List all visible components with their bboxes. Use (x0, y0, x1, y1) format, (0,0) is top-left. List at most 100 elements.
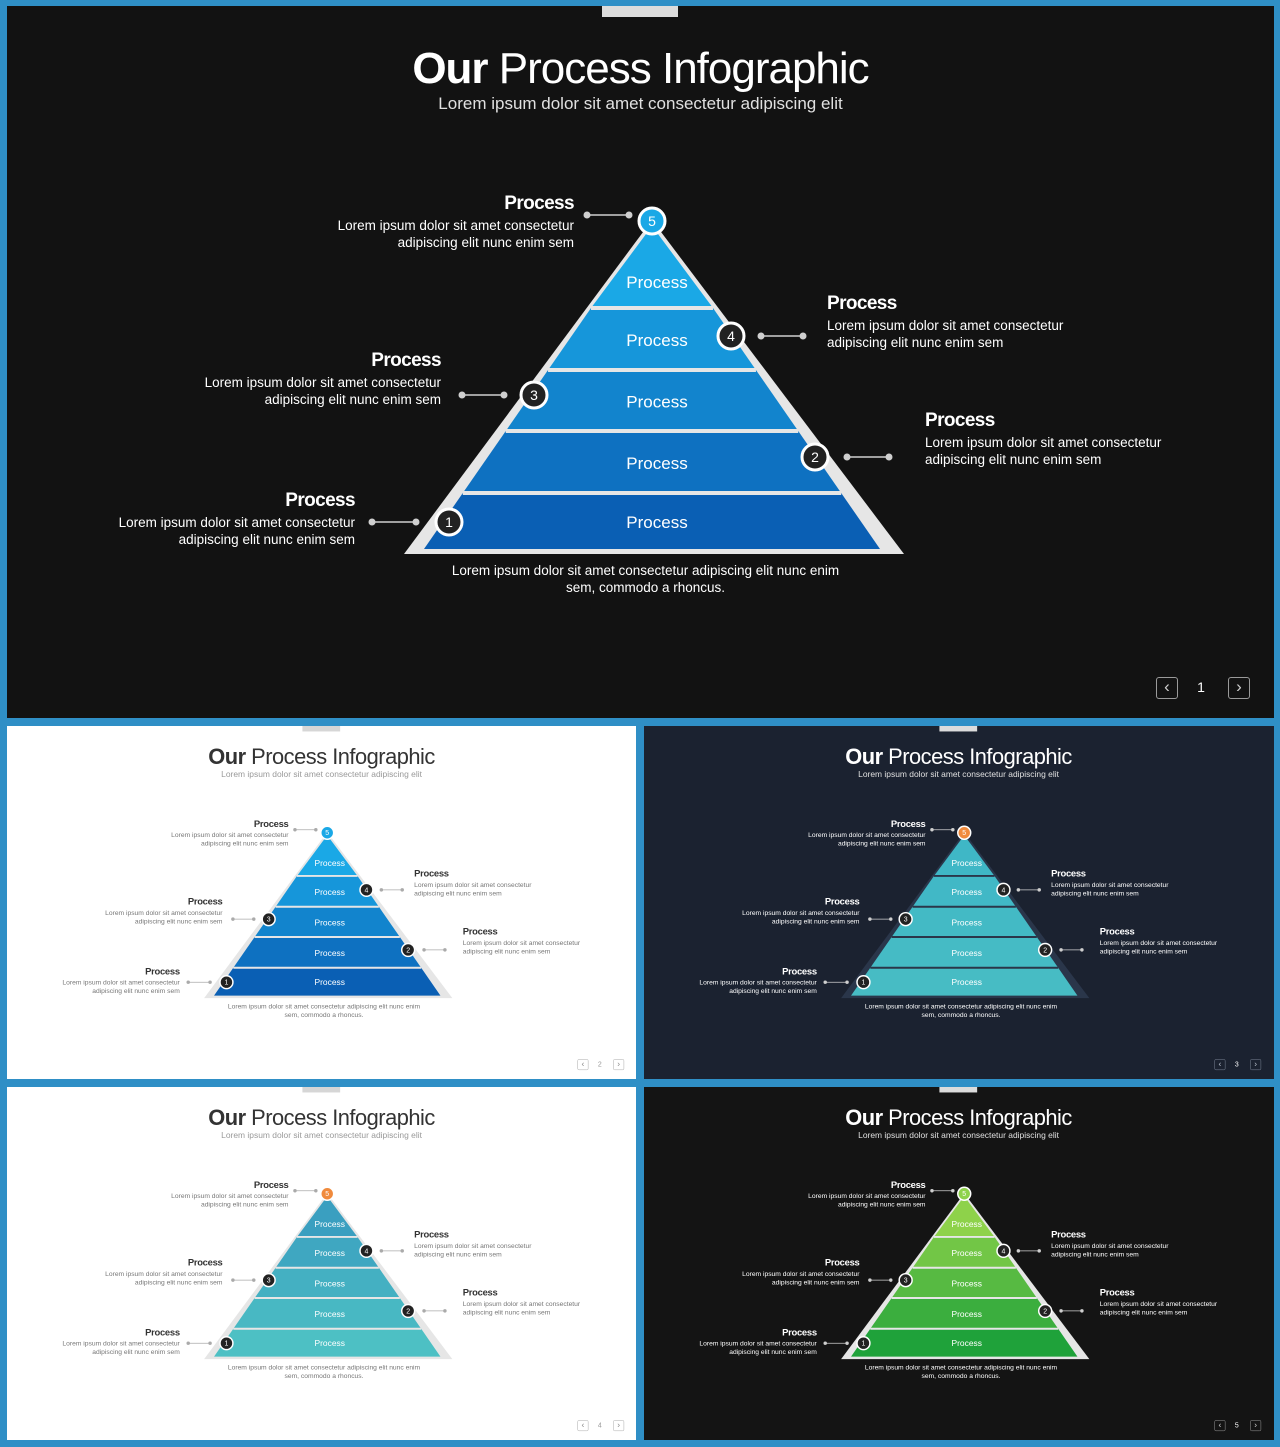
title-rest: Process Infographic (251, 744, 435, 770)
step-description: Lorem ipsum dolor sit amet consectetur ad… (140, 831, 288, 848)
step-desc-line2: adipiscing elit nunc enim sem (264, 392, 441, 407)
step-number: 1 (225, 980, 229, 987)
pyramid-layer-3 (505, 370, 799, 431)
connector-dot (1080, 948, 1084, 952)
connector-dot (443, 1309, 447, 1313)
connector-dot (500, 391, 508, 399)
step-heading: Process (285, 490, 355, 511)
connector-dot (889, 1278, 893, 1282)
step-heading: Process (414, 1229, 449, 1240)
step-marker-3 (898, 1272, 913, 1288)
prev-slide-button[interactable]: ‹ (577, 1420, 589, 1432)
step-label-3: Process Lorem ipsum dolor sit amet consec… (711, 1258, 860, 1287)
pyramid-layer-label: Process (314, 1309, 344, 1319)
step-heading: Process (462, 1287, 498, 1299)
step-marker-3 (519, 380, 549, 410)
pyramid-layer-label: Process (314, 1219, 344, 1229)
pyramid-layer-label: Process (951, 1248, 981, 1258)
connector-dot (1016, 1249, 1021, 1253)
pyramid-layer-4 (548, 308, 756, 370)
step-desc-line2: adipiscing elit nunc enim sem (92, 1348, 180, 1356)
pyramid-layer-1 (851, 967, 1078, 996)
step-desc-line1: Lorem ipsum dolor sit amet consectetur (337, 218, 574, 233)
caption-line1: Lorem ipsum dolor sit amet consectetur a… (227, 1002, 421, 1010)
step-desc-line2: adipiscing elit nunc enim sem (200, 1200, 289, 1209)
step-description: Lorem ipsum dolor sit amet consectetur ad… (274, 217, 574, 251)
step-description: Lorem ipsum dolor sit amet consectetur ad… (141, 374, 441, 408)
page-title: Our Process Infographic (644, 745, 1273, 770)
pyramid-layer-label: Process (626, 454, 687, 473)
step-marker-2 (1037, 942, 1053, 958)
diagram-caption: Lorem ipsum dolor sit amet consectetur a… (225, 1363, 422, 1380)
connector-dot (1037, 1249, 1041, 1253)
page-subtitle: Lorem ipsum dolor sit amet consectetur a… (221, 1130, 422, 1141)
step-heading: Process (782, 1327, 817, 1338)
page-subtitle: Lorem ipsum dolor sit amet consectetur a… (221, 769, 422, 780)
prev-slide-button[interactable]: ‹ (1214, 1420, 1226, 1432)
next-slide-button[interactable]: › (1250, 1420, 1262, 1432)
step-description: Lorem ipsum dolor sit amet consectetur ad… (414, 1241, 563, 1258)
caption-line2: sem, commodo a rhoncus. (921, 1010, 1001, 1019)
step-desc-line1: Lorem ipsum dolor sit amet consectetur (699, 1339, 817, 1348)
step-desc-line1: Lorem ipsum dolor sit amet consectetur (699, 978, 817, 987)
connector-dot (1037, 888, 1041, 892)
connector-dot (845, 1341, 849, 1345)
next-slide-button[interactable]: › (613, 1059, 625, 1071)
step-description: Lorem ipsum dolor sit amet consectetur ad… (463, 939, 612, 956)
connector-dot (208, 1341, 212, 1345)
prev-slide-button[interactable]: ‹ (1214, 1059, 1226, 1071)
connector-dot (625, 211, 633, 219)
connector-dot (930, 1189, 934, 1193)
step-desc-line1: Lorem ipsum dolor sit amet consectetur (742, 1270, 860, 1278)
step-marker-3 (261, 911, 276, 927)
prev-slide-button[interactable]: ‹ (1156, 677, 1178, 699)
pyramid-layer-2 (870, 937, 1059, 968)
pyramid-layer-label: Process (951, 977, 981, 987)
step-label-5: Process Lorem ipsum dolor sit amet consec… (140, 1180, 289, 1209)
prev-slide-button[interactable]: ‹ (577, 1059, 589, 1071)
step-desc-line2: adipiscing elit nunc enim sem (1099, 947, 1188, 955)
next-slide-button[interactable]: › (1250, 1059, 1262, 1071)
step-heading: Process (1051, 1229, 1086, 1240)
step-heading: Process (925, 410, 995, 431)
step-description: Lorem ipsum dolor sit amet consectetur ad… (463, 1300, 612, 1317)
pyramid-layer-label: Process (951, 1219, 981, 1229)
pyramid-layer-3 (254, 1267, 400, 1299)
step-description: Lorem ipsum dolor sit amet consectetur ad… (414, 880, 563, 897)
connector-dot (293, 828, 297, 832)
next-slide-button[interactable]: › (613, 1420, 625, 1432)
pyramid-layer-4 (912, 875, 1016, 907)
slide-top-tab (939, 1087, 978, 1093)
connector-dot (823, 980, 827, 984)
connector-dot (186, 1341, 190, 1345)
step-marker-1 (219, 1335, 234, 1351)
step-marker-2 (800, 442, 830, 472)
step-desc-line1: Lorem ipsum dolor sit amet consectetur (1051, 880, 1169, 889)
pyramid-layer-4 (912, 1236, 1016, 1268)
pyramid-layer-label: Process (314, 948, 344, 958)
pyramid-layer-2 (870, 1298, 1059, 1329)
pyramid-layer-2 (233, 937, 422, 968)
step-marker-4 (359, 882, 374, 898)
step-desc-line2: adipiscing elit nunc enim sem (1099, 1308, 1188, 1316)
step-number: 1 (445, 514, 453, 530)
pyramid-layer-label: Process (951, 1309, 981, 1319)
connector-dot (400, 888, 404, 892)
step-heading: Process (1099, 1287, 1135, 1299)
connector-dot (889, 917, 893, 921)
step-heading: Process (824, 896, 860, 908)
pyramid-layer-label: Process (951, 1338, 981, 1348)
step-desc-line1: Lorem ipsum dolor sit amet consectetur (462, 938, 581, 947)
step-desc-line1: Lorem ipsum dolor sit amet consectetur (742, 909, 860, 917)
next-slide-button[interactable]: › (1228, 677, 1250, 699)
slide-2: Our Process Infographic Lorem ipsum dolor… (7, 726, 636, 1079)
pyramid-layer-5 (296, 1196, 358, 1237)
step-desc-line2: adipiscing elit nunc enim sem (178, 532, 355, 547)
step-desc-line2: adipiscing elit nunc enim sem (729, 987, 817, 995)
step-number: 4 (1002, 887, 1006, 894)
step-label-4: Process Lorem ipsum dolor sit amet consec… (414, 868, 563, 897)
step-desc-line1: Lorem ipsum dolor sit amet consectetur (462, 1299, 581, 1308)
pyramid-layer-3 (254, 906, 400, 938)
step-number: 3 (267, 1278, 271, 1285)
step-marker-5 (637, 206, 667, 236)
